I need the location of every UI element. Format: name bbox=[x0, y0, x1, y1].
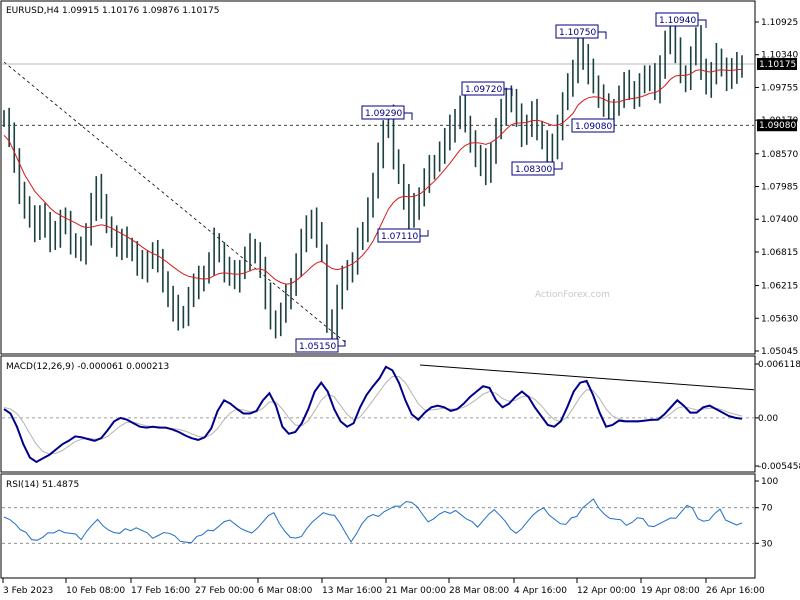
callout-leader bbox=[404, 112, 413, 120]
xtick-label: 4 Apr 16:00 bbox=[514, 586, 567, 596]
watermark: ActionForex.com bbox=[535, 290, 610, 300]
macd-signal-line bbox=[3, 376, 743, 455]
xtick-label: 3 Feb 2023 bbox=[3, 586, 53, 596]
rsi-layer bbox=[2, 498, 754, 544]
callout-label: 1.09080 bbox=[575, 122, 612, 132]
callout-label: 1.10940 bbox=[659, 16, 696, 26]
price-ytick-label: 1.07985 bbox=[761, 183, 798, 193]
price-ytick-label: 1.06815 bbox=[761, 248, 798, 258]
level-price-tag: 1.09080 bbox=[757, 119, 797, 132]
macd-line bbox=[3, 365, 743, 464]
price-title: EURUSD,H4 1.09915 1.10176 1.09876 1.1017… bbox=[6, 6, 219, 16]
callout-leader bbox=[598, 31, 607, 39]
callout-label: 1.09720 bbox=[465, 85, 502, 95]
callout-1-08300: 1.08300 bbox=[511, 161, 555, 176]
moving-average-line bbox=[3, 68, 743, 285]
price-ytick-label: 1.06215 bbox=[761, 282, 798, 292]
callout-label: 1.05150 bbox=[299, 342, 336, 352]
callout-label: 1.10750 bbox=[559, 28, 596, 38]
level-price-tag-bg bbox=[757, 119, 797, 132]
xtick-label: 6 Mar 08:00 bbox=[258, 586, 313, 596]
level-price-tag-label: 1.09080 bbox=[759, 121, 796, 131]
callout-1-09290: 1.09290 bbox=[361, 105, 405, 120]
xtick-label: 17 Feb 16:00 bbox=[131, 586, 190, 596]
callout-leader bbox=[504, 88, 513, 96]
callout-1-05150: 1.05150 bbox=[295, 338, 339, 353]
callout-1-09720: 1.09720 bbox=[461, 81, 505, 96]
callout-1-10750: 1.10750 bbox=[555, 24, 599, 39]
callout-leader bbox=[698, 19, 707, 28]
callout-box bbox=[571, 118, 615, 133]
callout-1-07110: 1.07110 bbox=[377, 228, 421, 243]
callout-label: 1.08300 bbox=[515, 165, 552, 175]
price-ytick-label: 1.08570 bbox=[761, 150, 798, 160]
xtick-label: 12 Apr 00:00 bbox=[577, 586, 636, 596]
macd-trendline bbox=[419, 364, 755, 391]
macd-ytick-label: 0.00 bbox=[758, 414, 778, 424]
callout-leader bbox=[338, 340, 346, 347]
price-layer: 1.051501.071101.092901.097201.083001.075… bbox=[2, 12, 754, 353]
trendline-down bbox=[3, 61, 346, 343]
callout-leader bbox=[554, 162, 563, 170]
xtick-label: 19 Apr 08:00 bbox=[641, 586, 700, 596]
price-ytick-label: 1.09755 bbox=[761, 83, 798, 93]
macd-ytick-label: -0.005458 bbox=[758, 462, 800, 472]
macd-panel bbox=[0, 355, 756, 473]
xtick-label: 21 Mar 00:00 bbox=[386, 586, 446, 596]
rsi-ytick-label: 70 bbox=[761, 504, 773, 514]
current-price-tag: 1.10175 bbox=[757, 57, 797, 70]
callout-label: 1.09290 bbox=[365, 109, 402, 119]
price-ytick-label: 1.10925 bbox=[761, 18, 798, 28]
callout-1-10940: 1.10940 bbox=[655, 12, 699, 27]
price-ytick-label: 1.05630 bbox=[761, 314, 798, 324]
callout-leader bbox=[420, 230, 429, 237]
current-price-tag-label: 1.10175 bbox=[759, 60, 796, 70]
callout-1-09080: 1.09080 bbox=[571, 118, 615, 133]
rsi-title: RSI(14) 51.4875 bbox=[6, 480, 79, 490]
rsi-line bbox=[3, 498, 743, 544]
xtick-label: 10 Feb 08:00 bbox=[66, 586, 125, 596]
xtick-label: 13 Mar 16:00 bbox=[322, 586, 382, 596]
callout-label: 1.07110 bbox=[381, 232, 418, 242]
xtick-label: 27 Feb 00:00 bbox=[195, 586, 254, 596]
price-ytick-label: 1.05045 bbox=[761, 347, 798, 357]
macd-layer bbox=[2, 364, 755, 464]
price-panel bbox=[0, 0, 756, 355]
rsi-ytick-label: 30 bbox=[761, 539, 773, 549]
axis-layer: 1.109251.103401.097551.091701.085701.079… bbox=[2, 18, 800, 596]
price-ytick-label: 1.07400 bbox=[761, 215, 798, 225]
xtick-label: 26 Apr 16:00 bbox=[706, 586, 765, 596]
macd-title: MACD(12,26,9) -0.000061 0.000213 bbox=[6, 362, 169, 372]
xtick-label: 28 Mar 08:00 bbox=[449, 586, 509, 596]
current-price-tag-bg bbox=[757, 57, 797, 70]
rsi-ytick-label: 100 bbox=[761, 477, 778, 487]
price-ytick-label: 1.10340 bbox=[761, 51, 798, 61]
macd-ytick-label: 0.006118 bbox=[758, 360, 800, 370]
rsi-panel bbox=[0, 473, 756, 579]
